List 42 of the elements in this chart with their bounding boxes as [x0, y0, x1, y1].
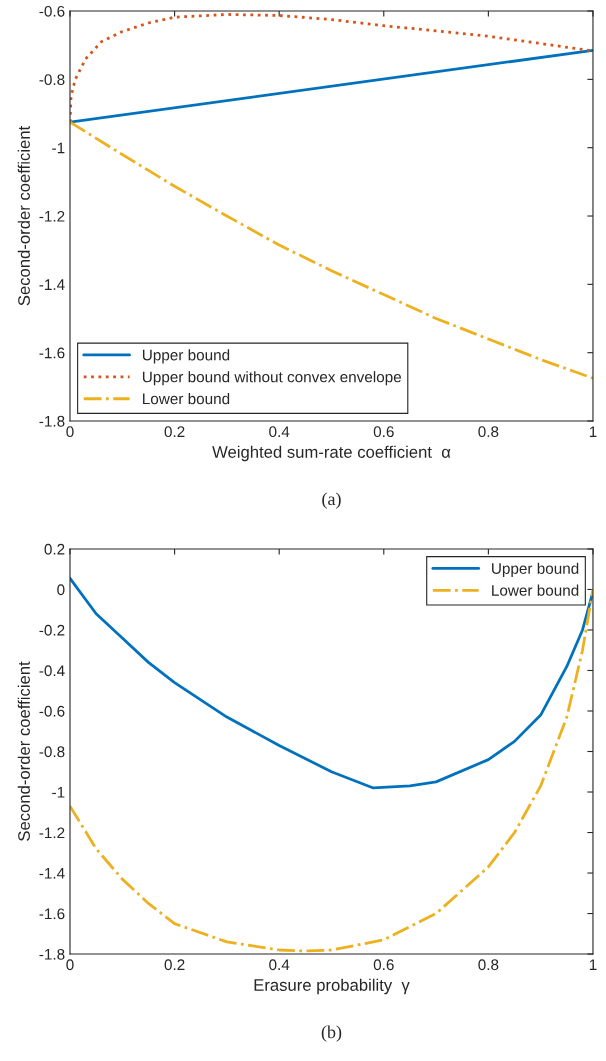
legend-label: Upper bound — [492, 562, 579, 577]
legend-label: Upper bound — [142, 349, 230, 364]
y-tick-label: -1.4 — [39, 279, 65, 290]
y-tick-label: 0.2 — [44, 543, 65, 555]
y-tick-label: -1.8 — [39, 948, 65, 960]
line-series — [69, 576, 593, 790]
y-tick-label: -1.2 — [39, 210, 65, 222]
legend-label: Upper bound without convex envelope — [142, 371, 402, 386]
y-tick-label: -1 — [52, 142, 65, 154]
x-tick-label: 0.6 — [373, 959, 394, 971]
y-axis-title: Second-order coefficient — [17, 661, 30, 841]
y-tick-label: -0.2 — [39, 624, 65, 636]
y-tick-label: -0.6 — [39, 705, 65, 717]
x-tick-label: 0.2 — [164, 959, 185, 971]
y-tick-label: -0.6 — [39, 5, 65, 17]
x-tick-label: 0 — [66, 426, 74, 438]
x-axis-title: Erasure probability γ — [254, 978, 410, 995]
x-tick-label: 1 — [589, 959, 597, 970]
x-tick-label: 0.4 — [269, 959, 290, 971]
text: (a) — [322, 492, 341, 509]
y-tick-label: 0 — [57, 584, 65, 596]
x-tick-label: 0.8 — [478, 959, 499, 971]
y-tick-label: -1.2 — [39, 827, 65, 839]
x-tick-label: 0.6 — [373, 426, 394, 438]
text: (b) — [321, 1025, 342, 1042]
legend-label: Lower bound — [492, 584, 579, 596]
x-tick-label: 1 — [589, 426, 597, 437]
y-tick-label: -1.6 — [39, 908, 65, 920]
x-tick-label: 0.8 — [478, 426, 499, 438]
y-tick-label: -1.8 — [39, 415, 65, 427]
x-tick-label: 0.2 — [164, 426, 185, 438]
y-tick-label: -1.6 — [39, 347, 65, 359]
x-tick-label: 0 — [66, 959, 74, 971]
legend-label: Lower bound — [143, 393, 230, 405]
y-tick-label: -1.4 — [39, 868, 65, 879]
y-tick-label: -0.8 — [39, 74, 65, 86]
x-tick-label: 0.4 — [269, 426, 290, 438]
x-axis-title: Weighted sum-rate coefficient α — [212, 445, 451, 462]
y-tick-label: -0.4 — [39, 665, 65, 677]
y-tick-label: -1 — [52, 787, 65, 798]
y-axis-title: Second-order coefficient — [17, 125, 30, 306]
y-tick-label: -0.8 — [39, 746, 65, 758]
